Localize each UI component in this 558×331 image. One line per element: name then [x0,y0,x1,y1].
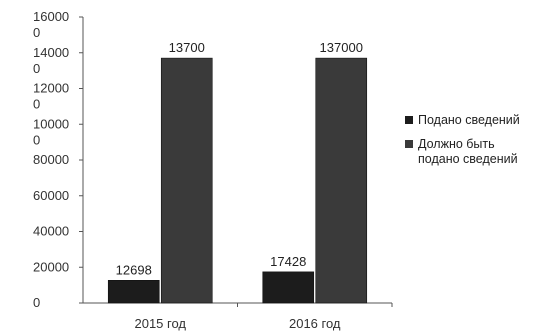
legend-label: подано сведений [418,152,518,166]
y-tick-label: 40000 [33,224,69,239]
y-tick-labels: 1600001400001200001000008000060000400002… [33,9,69,310]
y-tick-label: 80000 [33,152,69,167]
y-tick-label: 16000 [33,9,69,24]
y-tick-label: 20000 [33,259,69,274]
y-tick-label: 0 [33,295,40,310]
bar-required-1 [160,57,213,304]
y-tick-label: 14000 [33,45,69,60]
y-tick-label-wrap: 0 [33,25,40,40]
data-label: 137000 [320,40,363,55]
data-label: 12698 [116,262,152,277]
data-label: 17428 [270,254,306,269]
x-tick-labels: 2015 год 2016 год [134,316,340,331]
x-tick-label: 2016 год [289,316,341,331]
y-tick-label: 12000 [33,81,69,96]
y-tick-label-wrap: 0 [33,61,40,76]
legend-swatch [405,116,413,124]
bar-submitted-1 [107,280,160,304]
y-tick-label-wrap: 0 [33,132,40,147]
bar-submitted-2 [262,271,315,304]
y-tick-label: 10000 [33,116,69,131]
x-tick-label: 2015 год [134,316,186,331]
bars [107,57,368,304]
data-labels: 12698 13700 17428 137000 [116,40,363,277]
data-label: 13700 [169,40,205,55]
bar-required-2 [315,57,368,304]
legend-label: Подано сведений [418,113,520,127]
legend-swatch [405,140,413,148]
y-tick-label-wrap: 0 [33,97,40,112]
legend-label: Должно быть [418,137,495,151]
y-tick-label: 60000 [33,188,69,203]
